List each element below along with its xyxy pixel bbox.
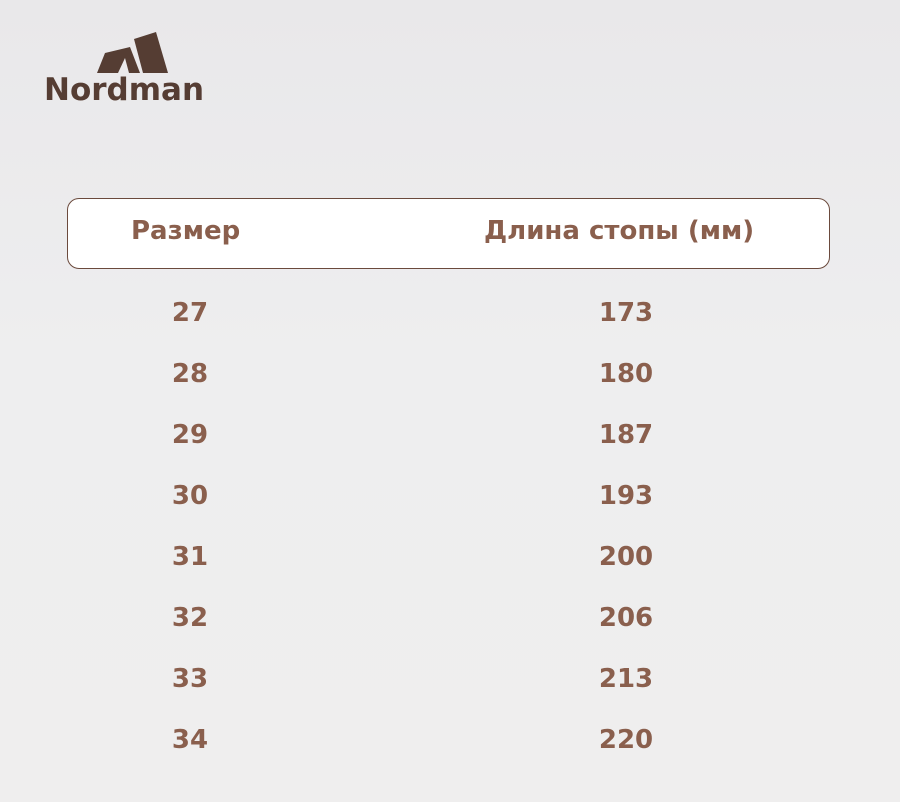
length-cell: 187	[598, 420, 654, 450]
table-row: 33 213	[0, 664, 900, 704]
header-foot-length: Длина стопы (мм)	[484, 216, 755, 246]
length-cell: 180	[598, 359, 654, 389]
size-cell: 31	[171, 542, 209, 572]
size-cell: 32	[171, 603, 209, 633]
table-row: 31 200	[0, 542, 900, 582]
table-row: 28 180	[0, 359, 900, 399]
size-cell: 27	[171, 298, 209, 328]
logo-text: Nordman	[44, 72, 205, 108]
table-row: 29 187	[0, 420, 900, 460]
table-header: Размер Длина стопы (мм)	[67, 198, 830, 269]
length-cell: 213	[598, 664, 654, 694]
table-row: 30 193	[0, 481, 900, 521]
length-cell: 193	[598, 481, 654, 511]
table-row: 32 206	[0, 603, 900, 643]
table-row: 27 173	[0, 298, 900, 338]
size-cell: 30	[171, 481, 209, 511]
length-cell: 206	[598, 603, 654, 633]
nordman-logo: Nordman	[42, 28, 227, 110]
size-cell: 28	[171, 359, 209, 389]
length-cell: 220	[598, 725, 654, 755]
length-cell: 173	[598, 298, 654, 328]
length-cell: 200	[598, 542, 654, 572]
logo-mountain-icon	[97, 32, 168, 73]
size-cell: 34	[171, 725, 209, 755]
header-size: Размер	[131, 216, 241, 246]
size-cell: 29	[171, 420, 209, 450]
table-row: 34 220	[0, 725, 900, 765]
size-cell: 33	[171, 664, 209, 694]
